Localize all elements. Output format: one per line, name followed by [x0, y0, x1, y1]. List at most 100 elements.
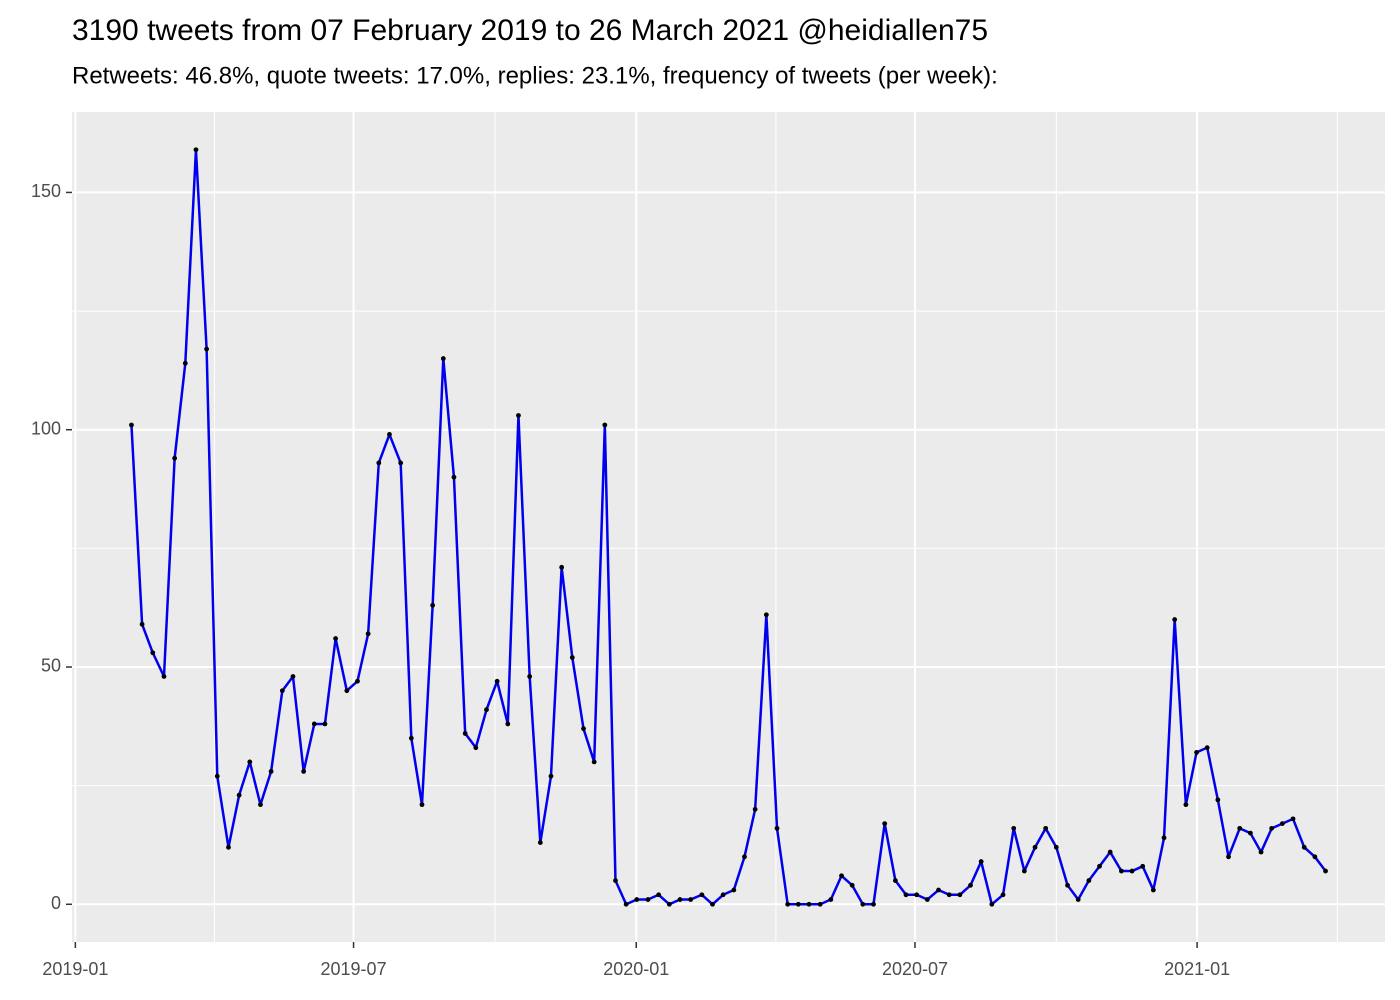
data-point — [419, 802, 425, 808]
data-point — [1086, 878, 1092, 883]
data-point — [1226, 854, 1231, 860]
data-point — [1312, 854, 1318, 860]
y-tick-label: 100 — [31, 418, 61, 438]
data-point — [1247, 830, 1253, 836]
data-point — [161, 674, 167, 679]
data-point — [408, 735, 414, 741]
data-point — [1075, 897, 1081, 902]
data-point — [247, 759, 253, 765]
data-point — [1140, 863, 1146, 869]
data-point — [645, 897, 651, 902]
data-point — [1204, 745, 1210, 751]
data-point — [290, 674, 296, 679]
data-point — [505, 721, 511, 727]
data-point — [1172, 617, 1178, 622]
data-point — [1161, 835, 1167, 841]
data-point — [344, 688, 350, 694]
data-point — [677, 897, 683, 902]
data-point — [236, 792, 242, 798]
data-point — [258, 802, 263, 808]
data-point — [301, 768, 307, 774]
data-point — [806, 901, 812, 907]
data-point — [322, 721, 328, 727]
data-point — [527, 674, 533, 679]
data-point — [828, 897, 834, 902]
data-point — [1194, 750, 1199, 755]
data-point — [1021, 868, 1027, 874]
y-tick-label: 150 — [31, 181, 61, 201]
data-point — [1053, 844, 1059, 850]
data-point — [720, 892, 726, 898]
data-point — [946, 892, 952, 898]
x-tick-label: 2021-01 — [1164, 959, 1230, 979]
data-point — [817, 901, 823, 907]
data-point — [1258, 849, 1264, 855]
data-point — [1065, 882, 1070, 888]
data-point — [473, 745, 479, 751]
plot-panel — [72, 112, 1385, 942]
data-point — [1215, 797, 1221, 803]
data-point — [537, 840, 543, 845]
y-tick-label: 0 — [51, 893, 61, 913]
data-point — [591, 759, 597, 765]
data-point — [752, 806, 758, 812]
data-point — [978, 859, 984, 864]
data-point — [581, 726, 586, 732]
data-point — [785, 901, 791, 907]
data-point — [484, 707, 489, 713]
data-point — [569, 655, 575, 660]
data-point — [699, 892, 705, 898]
data-point — [968, 882, 973, 888]
data-point — [311, 721, 317, 727]
chart-title: 3190 tweets from 07 February 2019 to 26 … — [72, 14, 988, 47]
data-point — [1183, 802, 1189, 808]
data-point — [1323, 868, 1328, 874]
data-point — [376, 460, 382, 466]
data-point — [903, 892, 909, 898]
data-point — [214, 773, 220, 779]
data-point — [333, 636, 339, 641]
data-point — [1150, 887, 1156, 893]
data-point — [440, 356, 446, 361]
data-point — [355, 678, 360, 684]
x-tick-label: 2019-07 — [321, 959, 387, 979]
data-point — [430, 602, 436, 608]
data-point — [710, 901, 715, 907]
data-point — [763, 612, 769, 618]
data-point — [849, 882, 855, 888]
data-point — [666, 901, 672, 907]
data-point — [613, 878, 618, 883]
x-tick-label: 2019-01 — [42, 959, 108, 979]
data-point — [1129, 868, 1135, 874]
data-point — [451, 474, 457, 480]
data-point — [462, 731, 468, 736]
data-point — [172, 455, 178, 461]
data-point — [1279, 821, 1285, 826]
data-point — [634, 897, 640, 902]
data-point — [656, 892, 662, 898]
data-point — [193, 147, 199, 153]
data-line — [130, 148, 1327, 906]
data-point — [1237, 825, 1243, 831]
data-point — [742, 854, 747, 860]
data-point — [871, 901, 876, 907]
data-point — [1290, 816, 1296, 822]
data-point — [936, 887, 941, 893]
data-point — [1269, 825, 1275, 831]
data-point — [494, 678, 500, 684]
data-point — [1011, 825, 1017, 831]
data-point — [774, 825, 780, 831]
data-point — [516, 413, 521, 418]
data-point — [1043, 825, 1049, 831]
data-point — [1301, 844, 1307, 850]
y-tick-label: 50 — [41, 656, 61, 676]
data-point — [204, 346, 210, 352]
data-point — [559, 564, 565, 570]
data-point — [882, 821, 888, 826]
data-point — [623, 901, 629, 907]
data-point — [892, 878, 898, 883]
data-point — [548, 773, 554, 779]
data-point — [139, 621, 145, 627]
data-point — [129, 422, 134, 428]
